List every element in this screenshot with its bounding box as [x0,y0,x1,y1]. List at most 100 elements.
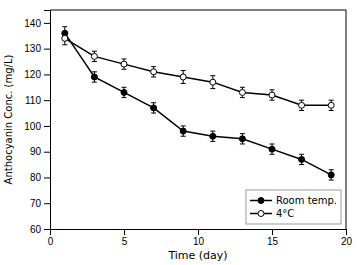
tick: 80 [30,172,50,183]
error-bar [299,100,304,110]
tick-label: 110 [25,95,41,106]
point [328,102,334,108]
error-bar [151,67,156,77]
tick-mark [44,49,50,50]
error-bar [181,126,186,136]
error-bar [240,87,245,97]
point [121,89,127,95]
series [62,27,334,180]
error-bar [299,154,304,164]
tick-mark [44,100,50,101]
tick-mark [198,229,199,235]
tick-mark [44,177,50,178]
point [299,156,305,162]
marks [62,27,334,180]
point [239,89,245,95]
point [62,35,68,41]
tick: 110 [25,95,50,106]
legend-item: 4°C [250,208,294,219]
tick: 20 [341,229,353,247]
tick-label: 0 [48,236,54,247]
tick: 140 [24,18,50,29]
tick-label: 5 [122,236,128,247]
y-axis-title: Anthocyanin Conc. (mg/L) [3,54,14,184]
tick-label: 10 [193,236,205,247]
tick-label: 130 [24,43,41,54]
tick-mark [44,126,50,127]
legend-item: Room temp. [250,195,337,206]
point [328,172,334,178]
x-axis-title: Time (day) [167,249,227,262]
error-bar [62,32,67,45]
x-axis: 0 5 10 15 20 [48,229,353,247]
tick-mark [272,229,273,235]
point [180,128,186,134]
point [210,79,216,85]
point [269,146,275,152]
tick: 70 [30,198,50,209]
error-bar [122,59,127,69]
tick-mark [44,203,50,204]
tick: 10 [193,229,205,247]
chart: 0 5 10 15 20 60 70 80 90 100 110 120 130 140 Room temp… [0,0,358,265]
axis-line [51,230,347,236]
tick: 15 [267,229,279,247]
point [91,74,97,80]
point [269,92,275,98]
tick: 60 [30,224,50,235]
tick-mark [44,74,50,75]
legend-frame [246,190,341,224]
error-bar [210,131,215,141]
tick-label: 80 [30,172,42,183]
tick: 90 [30,146,50,157]
tick-mark [124,229,125,235]
tick-mark [44,23,50,24]
legend-marker [258,211,264,217]
point [91,53,97,59]
tick-label: 100 [24,121,41,132]
tick: 0 [48,229,54,247]
tick-label: 15 [267,236,279,247]
tick-mark [44,229,50,230]
point [151,105,157,111]
frame [346,10,347,229]
error-bar [181,71,186,84]
error-bar [92,72,97,82]
line [65,38,331,105]
error-bar [329,170,334,180]
frame [50,10,346,11]
legend-marker [258,198,264,204]
error-bar [329,100,334,110]
error-bar [270,90,275,100]
error-bar [92,51,97,61]
point [210,133,216,139]
tick-label: 20 [341,236,353,247]
series [62,32,334,111]
tick: 100 [24,121,50,132]
point [299,102,305,108]
axis-line [44,11,51,230]
tick-label: 120 [24,69,41,80]
tick-label: 70 [30,198,42,209]
tick-label: 90 [30,146,42,157]
legend-label: Room temp. [276,195,337,206]
y-axis: 60 70 80 90 100 110 120 130 140 [24,11,50,235]
point [121,61,127,67]
error-bar [151,103,156,113]
point [239,136,245,142]
legend: Room temp. 4°C [246,190,341,224]
line [65,33,331,175]
plot: 0 5 10 15 20 60 70 80 90 100 110 120 130 140 Room temp… [24,10,352,247]
tick: 120 [24,69,50,80]
error-bar [270,144,275,154]
error-bar [122,87,127,97]
error-bar [240,134,245,144]
tick-label: 60 [30,224,42,235]
tick-mark [346,229,347,235]
tick-label: 140 [24,18,41,29]
tick: 130 [24,43,50,54]
point [151,69,157,75]
legend-label: 4°C [276,208,294,219]
tick-mark [44,152,50,153]
error-bar [210,76,215,89]
